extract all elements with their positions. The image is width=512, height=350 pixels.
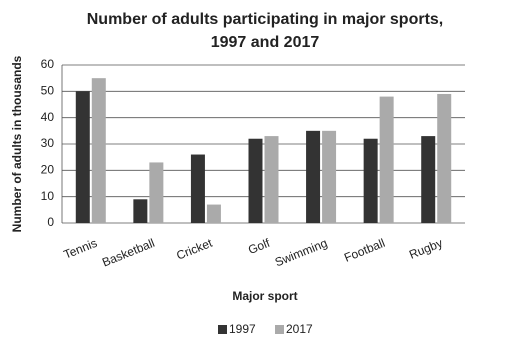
x-tick-label: Swimming xyxy=(273,236,330,270)
x-tick-label: Tennis xyxy=(62,236,99,262)
y-tick-label: 60 xyxy=(41,57,55,71)
x-tick-label: Golf xyxy=(246,235,272,256)
x-axis-title: Major sport xyxy=(232,289,297,303)
x-tick-label: Football xyxy=(342,236,387,265)
bar xyxy=(379,96,394,223)
y-tick-label: 0 xyxy=(47,215,54,229)
y-tick-label: 40 xyxy=(41,110,55,124)
legend-label: 1997 xyxy=(229,322,256,336)
x-tick-label: Cricket xyxy=(174,235,214,262)
legend-label: 2017 xyxy=(286,322,313,336)
y-axis-title: Number of adults in thousands xyxy=(10,55,24,232)
chart-title: Number of adults participating in major … xyxy=(87,11,443,28)
legend-swatch xyxy=(218,325,227,334)
bar xyxy=(322,130,337,223)
bar xyxy=(264,136,279,223)
x-tick-label: Rugby xyxy=(407,236,444,262)
bar xyxy=(206,204,221,223)
bar xyxy=(306,130,321,223)
bar xyxy=(421,136,436,223)
bar xyxy=(75,91,90,223)
bar xyxy=(149,162,164,223)
y-tick-label: 20 xyxy=(41,163,55,177)
bar xyxy=(91,78,106,224)
y-tick-label: 10 xyxy=(41,189,55,203)
legend-swatch xyxy=(275,325,284,334)
y-tick-label: 50 xyxy=(41,84,55,98)
x-tick-label: Basketball xyxy=(100,236,157,270)
bar xyxy=(437,93,452,223)
bar xyxy=(133,199,148,223)
chart-title: 1997 and 2017 xyxy=(211,34,320,51)
bar xyxy=(190,154,205,223)
bar xyxy=(363,138,378,223)
y-tick-label: 30 xyxy=(41,136,55,150)
bar xyxy=(248,138,263,223)
